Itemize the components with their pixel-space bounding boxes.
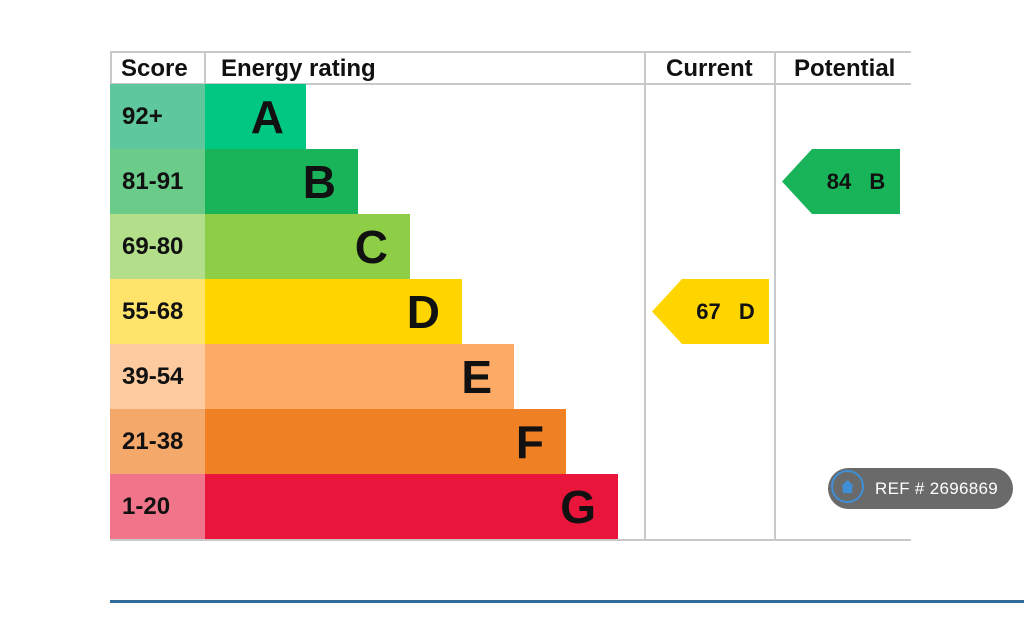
potential-rating-arrow: 84 B [782, 149, 900, 214]
rating-bar-c: C [205, 214, 410, 279]
score-cell-g: 1-20 [110, 474, 205, 539]
header-bottom-border [110, 83, 911, 85]
rating-bar-g: G [205, 474, 618, 539]
header-score: Score [121, 55, 188, 82]
score-col-divider [204, 51, 206, 84]
ref-badge[interactable]: REF # 2696869 [828, 468, 1013, 509]
current-rating-arrow: 67 D [652, 279, 769, 344]
score-cell-b: 81-91 [110, 149, 205, 214]
section-divider [110, 600, 1024, 603]
rating-bar-b: B [205, 149, 358, 214]
score-cell-c: 69-80 [110, 214, 205, 279]
rating-bar-f: F [205, 409, 566, 474]
ref-number: REF # 2696869 [875, 479, 998, 498]
score-cell-f: 21-38 [110, 409, 205, 474]
rating-bar-e: E [205, 344, 514, 409]
potential-col-divider [774, 51, 776, 541]
home-icon [831, 470, 864, 503]
score-cell-e: 39-54 [110, 344, 205, 409]
header-current: Current [666, 55, 753, 82]
score-cell-d: 55-68 [110, 279, 205, 344]
rating-bar-d: D [205, 279, 462, 344]
table-bottom-border [110, 539, 911, 541]
current-rating-label: 67 D [696, 299, 755, 324]
header-energy-rating: Energy rating [221, 55, 376, 82]
score-cell-a: 92+ [110, 84, 205, 149]
rating-bar-a: A [205, 84, 306, 149]
potential-rating-label: 84 B [826, 169, 886, 194]
header-potential: Potential [794, 55, 896, 82]
table-top-border [110, 51, 911, 53]
current-col-divider [644, 51, 646, 541]
